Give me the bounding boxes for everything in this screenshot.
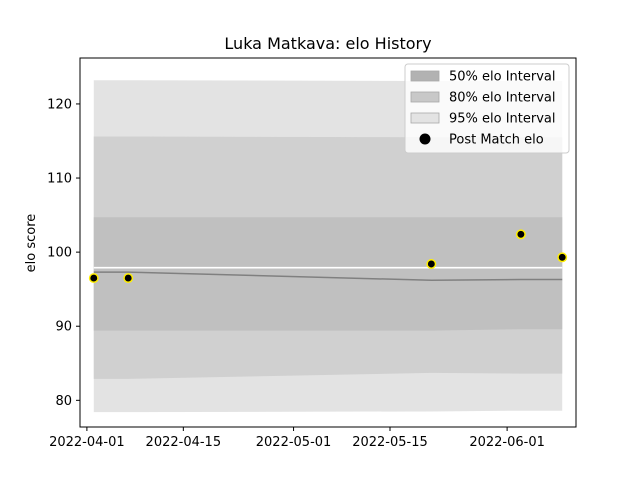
plot-frame bbox=[79, 57, 577, 428]
chart-title: Luka Matkava: elo History bbox=[224, 34, 431, 53]
legend-swatch bbox=[410, 112, 440, 124]
post-match-point bbox=[557, 252, 568, 263]
y-tick-label: 100 bbox=[47, 246, 72, 261]
legend-swatch bbox=[410, 91, 440, 103]
y-tick-label: 80 bbox=[55, 394, 72, 409]
series-line-1 bbox=[93, 271, 563, 282]
y-axis-label: elo score bbox=[24, 214, 39, 273]
legend-label: Post Match elo bbox=[449, 133, 544, 148]
legend-swatch bbox=[410, 70, 440, 82]
post-match-point bbox=[515, 229, 526, 240]
y-tick-label: 120 bbox=[47, 97, 72, 112]
interval-bands bbox=[93, 80, 563, 413]
legend: 50% elo Interval 80% elo Interval 95% elo … bbox=[404, 63, 570, 154]
x-tick-label: 2022-05-01 bbox=[256, 435, 332, 450]
legend-label: 80% elo Interval bbox=[449, 91, 556, 106]
x-axis: 2022-04-01 2022-04-15 2022-05-01 2022-05-15… bbox=[49, 427, 545, 450]
x-tick-label: 2022-05-15 bbox=[352, 435, 428, 450]
y-tick-label: 110 bbox=[47, 172, 72, 187]
post-match-point bbox=[123, 273, 134, 284]
legend-label: 50% elo Interval bbox=[449, 70, 556, 85]
legend-label: 95% elo Interval bbox=[449, 112, 556, 127]
x-tick-label: 2022-04-01 bbox=[49, 435, 125, 450]
band-2 bbox=[93, 217, 563, 331]
y-tick-label: 90 bbox=[55, 320, 72, 335]
x-tick-label: 2022-04-15 bbox=[146, 435, 222, 450]
y-axis: 80 90 100 110 120 bbox=[47, 97, 80, 409]
post-match-point bbox=[88, 273, 99, 284]
post-match-point bbox=[426, 259, 437, 269]
post-match-points bbox=[88, 229, 568, 284]
x-tick-label: 2022-06-01 bbox=[469, 435, 545, 450]
legend-marker bbox=[419, 133, 431, 145]
legend-box bbox=[404, 63, 570, 154]
